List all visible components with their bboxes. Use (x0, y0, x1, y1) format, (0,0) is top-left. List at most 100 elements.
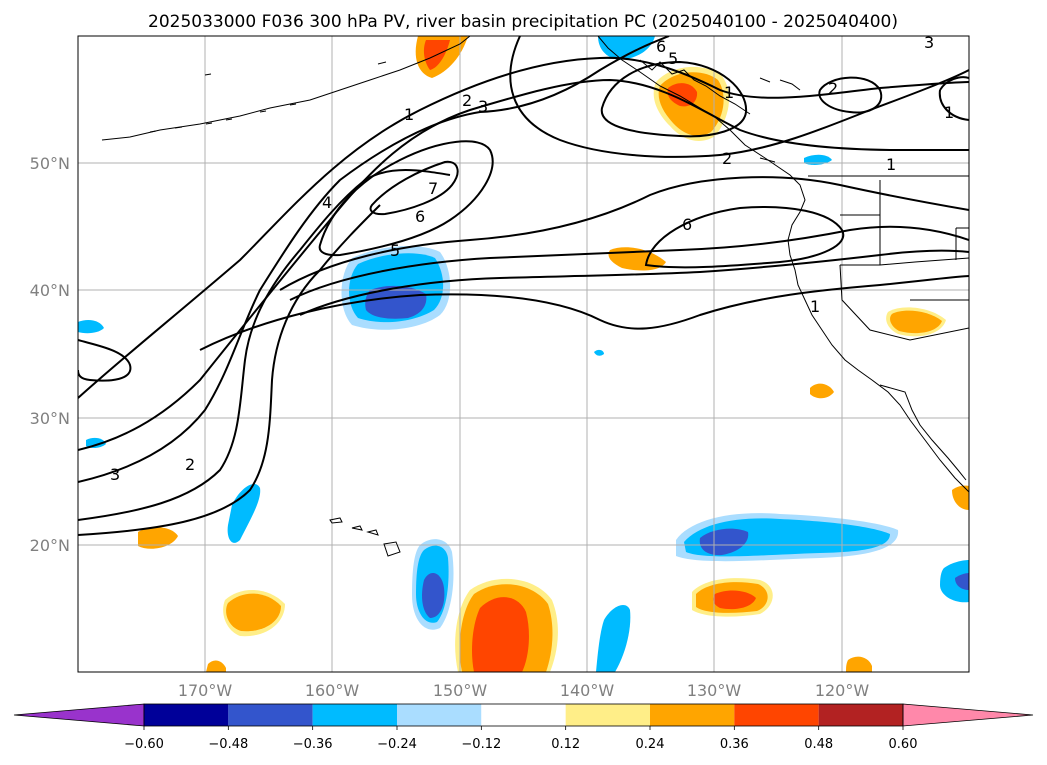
pv-label: 4 (322, 193, 332, 212)
pv-label: 3 (478, 97, 488, 116)
colorbar-outline (143, 703, 904, 727)
pv-east-corner (938, 76, 969, 121)
lat-label-50n: 50°N (30, 154, 70, 173)
pv-jet-mid (289, 225, 969, 301)
precip-blob-neg-small-c (804, 154, 832, 165)
precip-blob-neg-west (227, 484, 261, 543)
map-frame (77, 35, 970, 673)
lon-label-150w: 150°W (433, 681, 488, 700)
pv-label: 6 (656, 37, 666, 56)
longitude-labels: 170°W 160°W 150°W 140°W 130°W 120°W (178, 681, 870, 700)
precip-blob-pos-small-a (138, 527, 178, 549)
precip-blob-neg-small-d (594, 349, 604, 356)
lat-label-30n: 30°N (30, 409, 70, 428)
pv-ridge-loop (600, 60, 748, 138)
pv-label: 5 (390, 241, 400, 260)
lat-label-20n: 20°N (30, 536, 70, 555)
graticule (78, 36, 969, 672)
lon-label-120w: 120°W (815, 681, 870, 700)
pv-ridge-north (509, 36, 969, 158)
colorbar-tick-label: 0.60 (889, 737, 918, 752)
colorbar-segment (734, 704, 819, 726)
colorbar-tick-label: −0.12 (461, 737, 501, 752)
precip-blob-pos-bc-coast-center (667, 83, 698, 107)
pv-contour-2 (78, 78, 969, 451)
colorbar-extend-max (902, 703, 1034, 727)
latitude-labels: 50°N 40°N 30°N 20°N (30, 154, 70, 555)
pv-loop-east (644, 205, 845, 269)
pv-label: 1 (810, 297, 820, 316)
colorbar-extend-min (13, 703, 145, 727)
precip-blob-pos-subtropic-center (713, 590, 756, 610)
pv-contour-loop-inner (369, 160, 459, 216)
precip-blob-pos-small-f (846, 656, 872, 672)
pv-label: 2 (722, 149, 732, 168)
pv-label: 6 (682, 215, 692, 234)
lon-label-140w: 140°W (560, 681, 615, 700)
pv-label: 6 (415, 207, 425, 226)
precip-blob-neg-north-pacific-center (365, 285, 427, 319)
precip-blob-pos-west-south-core (226, 593, 281, 632)
pv-label: 5 (668, 49, 678, 68)
hawaii-islands (329, 517, 401, 557)
colorbar-segment (397, 704, 482, 726)
precip-blob-neg-east-edge (940, 560, 969, 603)
colorbar-tick-label: −0.36 (293, 737, 333, 752)
pv-contour-1 (78, 56, 969, 399)
precip-blob-pos-central-south-center (472, 597, 529, 672)
alaska-coast (101, 36, 471, 141)
colorbar-tick-label: 0.36 (720, 737, 749, 752)
pv-contour-labels: 1 2 3 4 5 6 7 1 2 6 2 1 6 3 1 1 3 2 5 (110, 33, 954, 484)
colorbar: −0.60 −0.48 −0.36 −0.24 −0.12 0.12 0.24 0.36 0.4… (13, 703, 1034, 752)
pv-label: 3 (110, 465, 120, 484)
precip-shading (78, 36, 969, 672)
state-borders (839, 180, 969, 341)
pv-contours (78, 36, 969, 536)
precip-blob-neg-southcentral (596, 605, 631, 672)
colorbar-segment (650, 704, 735, 726)
precip-blob-neg-small-a (78, 320, 104, 334)
colorbar-tick-label: 0.12 (551, 737, 580, 752)
figure-title: 2025033000 F036 300 hPa PV, river basin … (148, 12, 898, 32)
colorbar-tick-label: −0.24 (377, 737, 417, 752)
pv-label: 2 (462, 91, 472, 110)
precip-blob-pos-small-e (952, 485, 969, 510)
precip-blob-pos-small-c-core (890, 310, 942, 334)
colorbar-tick-label: 0.24 (636, 737, 665, 752)
precip-blob-neg-hawaii-south-center (422, 573, 445, 618)
colorbar-tick-label: −0.60 (124, 737, 164, 752)
lat-label-40n: 40°N (30, 281, 70, 300)
map-background (78, 36, 969, 672)
colorbar-tick-label: 0.48 (804, 737, 833, 752)
pv-contour-4 (78, 169, 451, 521)
pv-cutoff-ne (818, 76, 883, 114)
colorbar-segment (818, 704, 903, 726)
pv-label: 2 (185, 455, 195, 474)
pv-label: 1 (404, 105, 414, 124)
colorbar-segment (565, 704, 650, 726)
precip-blob-neg-subtropic-east-center (699, 528, 749, 556)
lon-label-130w: 130°W (687, 681, 742, 700)
colorbar-segment (144, 704, 229, 726)
pv-contour-loop-west (318, 140, 494, 257)
pv-label: 1 (724, 83, 734, 102)
precip-blob-pos-small-d (810, 383, 834, 399)
precip-blob-pos-small-g (206, 660, 226, 672)
pv-label: 7 (428, 179, 438, 198)
pv-jet-south (199, 275, 969, 351)
pv-label: 1 (886, 155, 896, 174)
pv-label: 3 (924, 33, 934, 52)
colorbar-segment (228, 704, 313, 726)
pv-label: 1 (944, 103, 954, 122)
lon-label-160w: 160°W (305, 681, 360, 700)
colorbar-tick-label: −0.48 (208, 737, 248, 752)
pv-jet-upper (279, 176, 969, 291)
pv-contour-5 (78, 204, 381, 536)
aleutian-dots (149, 61, 387, 133)
bc-coast (597, 36, 969, 493)
pv-label: 2 (828, 79, 838, 98)
pv-contour-3 (78, 36, 670, 483)
pv-jet-lower (299, 249, 969, 316)
pv-west-loop (78, 339, 132, 382)
